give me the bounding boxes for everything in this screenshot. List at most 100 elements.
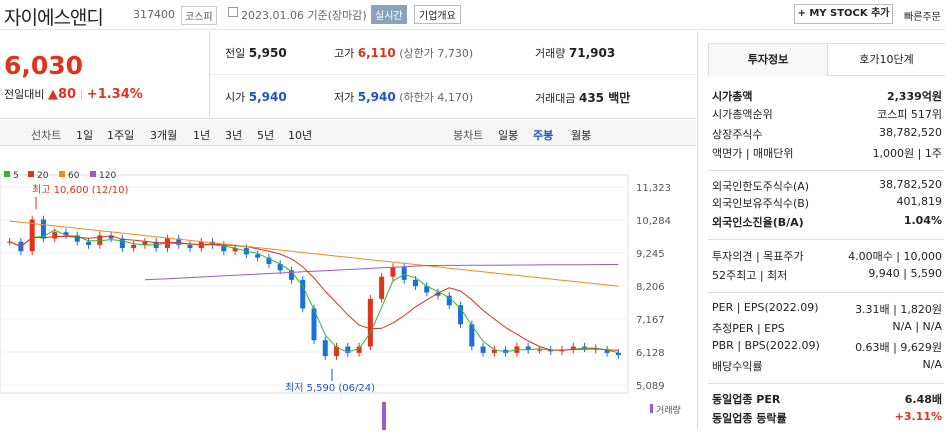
candle-body	[322, 340, 328, 357]
candle-body	[412, 279, 418, 287]
info-row: PBR | BPS(2022.09) 0.63배 | 9,629원	[712, 339, 942, 354]
candle-body	[288, 270, 294, 280]
volume-bar	[382, 402, 386, 430]
stock-code: 317400	[133, 8, 175, 21]
y-tick-label: 11,323	[636, 183, 671, 194]
legend-label: 20	[37, 171, 49, 181]
candle-body	[435, 292, 441, 296]
quick-order-link[interactable]: 빠른주문	[904, 12, 941, 23]
change-label: 전일대비	[4, 88, 45, 101]
tab-5y[interactable]: 5년	[257, 129, 275, 142]
tab-day[interactable]: 일봉	[498, 129, 519, 142]
ma20-line	[9, 235, 619, 351]
candle-body	[458, 305, 464, 325]
info-key: 동일업종 등락률	[712, 412, 787, 425]
volume-label: 거래량	[535, 47, 566, 60]
candle-body	[40, 219, 46, 239]
stock-name: 자이에스앤디	[4, 7, 104, 29]
divider	[708, 383, 944, 384]
stock-header: 자이에스앤디 317400 코스피 2023.01.06 기준(장마감) 실시간…	[0, 0, 945, 30]
info-row: 외국인소진율(B/A) 1.04%	[712, 214, 942, 230]
open-label: 시가	[225, 91, 246, 104]
plot-frame	[0, 174, 629, 394]
candle-body	[536, 349, 542, 351]
info-value: 1,000원 | 1주	[872, 147, 942, 160]
y-tick-label: 10,284	[636, 216, 671, 227]
company-info-button[interactable]: 기업개요	[414, 5, 461, 24]
tab-invest-info[interactable]: 투자정보	[708, 43, 828, 76]
tab-orderbook[interactable]: 호가10단계	[828, 43, 945, 76]
info-row: PER | EPS(2022.09) 3.31배 | 1,820원	[712, 301, 942, 316]
candle-body	[277, 263, 283, 271]
info-row: 상장주식수 38,782,520	[712, 126, 942, 142]
info-key: 배당수익률	[712, 360, 763, 373]
tab-week[interactable]: 주봉	[533, 129, 554, 142]
y-tick-label: 8,206	[636, 282, 665, 293]
legend-swatch	[4, 171, 10, 177]
candle-body	[210, 241, 216, 245]
candle-body	[480, 346, 486, 353]
tab-1d[interactable]: 1일	[76, 129, 94, 142]
info-value: 2,339억원	[886, 90, 942, 103]
volume-legend-swatch	[650, 404, 653, 413]
candle-body	[311, 308, 317, 341]
tab-1y[interactable]: 1년	[193, 129, 211, 142]
info-value: 0.63배 | 9,629원	[855, 341, 942, 354]
add-mystock-button[interactable]: + MY STOCK 추가	[794, 4, 893, 24]
quote-grid: 전일 5,950 고가 6,110 (상한가 7,730) 거래량 71,903…	[209, 31, 697, 119]
candle-body	[604, 349, 610, 353]
low-value: 5,940	[357, 90, 396, 104]
quote-panel: 6,030 전일대비 ▲80 | +1.34% 전일 5,950 고가 6,11…	[0, 31, 697, 119]
info-row: 추정PER | EPS N/A | N/A	[712, 320, 942, 336]
info-value: 6.48배	[904, 393, 942, 406]
candle-body	[424, 286, 430, 293]
legend-label: 60	[68, 171, 80, 181]
candle-body	[266, 257, 272, 264]
volume-label: 거래량	[656, 404, 681, 416]
calendar-icon	[228, 7, 238, 17]
candle-body	[97, 235, 103, 245]
info-value: 4.00매수 | 10,000	[848, 250, 942, 263]
info-key: 추정PER | EPS	[712, 322, 785, 335]
tab-10y[interactable]: 10년	[288, 129, 313, 142]
amount-label: 거래대금	[535, 92, 576, 105]
info-key: 투자의견 | 목표주가	[712, 250, 804, 263]
info-key: 상장주식수	[712, 128, 763, 141]
info-key: 시가총액순위	[712, 108, 773, 121]
candle-body	[221, 244, 227, 252]
open-value: 5,940	[248, 90, 287, 104]
prev-label: 전일	[225, 47, 246, 60]
candle-body	[334, 346, 340, 357]
tab-month[interactable]: 월봉	[571, 129, 592, 142]
info-key: 시가총액	[712, 90, 753, 103]
market-badge: 코스피	[181, 6, 217, 25]
info-key: PER | EPS(2022.09)	[712, 301, 819, 314]
tab-3m[interactable]: 3개월	[150, 129, 178, 142]
ma5-line	[9, 229, 619, 354]
candle-body	[401, 267, 407, 280]
info-value: +3.11%	[894, 410, 942, 423]
high-label: 고가	[334, 47, 355, 60]
candle-body	[379, 276, 385, 299]
prev-value: 5,950	[248, 46, 287, 60]
candle-body	[142, 241, 148, 245]
low-label: 저가	[334, 91, 355, 104]
tab-3y[interactable]: 3년	[225, 129, 243, 142]
y-tick-label: 7,167	[636, 315, 665, 326]
candle-body	[232, 248, 238, 252]
info-value: 9,940 | 5,590	[868, 267, 942, 280]
amount-value: 435 백만	[578, 91, 631, 105]
line-chart-label: 선차트	[31, 129, 62, 142]
tab-1w[interactable]: 1주일	[107, 129, 135, 142]
info-key: 52주최고 | 최저	[712, 269, 788, 282]
divider	[708, 239, 944, 240]
price-chart[interactable]: 11,323 10,284 9,245 8,206 7,167 6,128 5,089 5 20…	[0, 147, 696, 430]
candle-body	[390, 267, 396, 277]
base-date: 2023.01.06 기준(장마감)	[241, 9, 367, 22]
info-value: N/A	[922, 358, 942, 371]
info-key: 액면가 | 매매단위	[712, 147, 794, 160]
candle-body	[615, 352, 621, 356]
candle-chart-label: 봉차트	[453, 129, 484, 142]
realtime-button[interactable]: 실시간	[371, 5, 407, 24]
candle-body	[29, 219, 35, 252]
